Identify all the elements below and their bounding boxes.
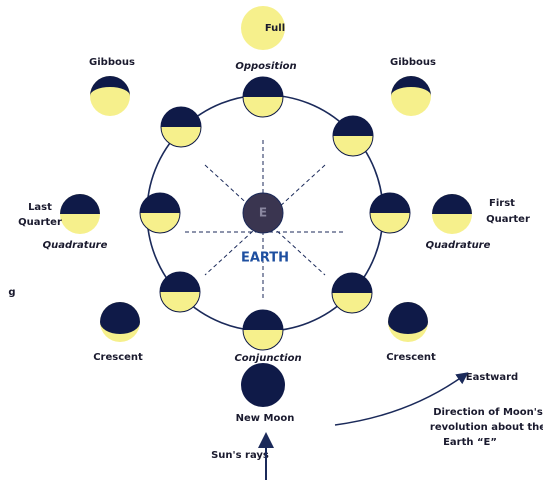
orbit-moon: [332, 115, 374, 157]
orbit-moon: [369, 192, 411, 234]
orbit-moon: [242, 309, 284, 351]
direction-label: Direction of Moon's: [433, 407, 543, 418]
earth: [242, 192, 284, 234]
opposition-label: Opposition: [235, 61, 296, 72]
gibbous-label: Gibbous: [89, 57, 135, 68]
stray-text: g: [8, 287, 15, 298]
phase-moon: [388, 302, 428, 342]
eastward-arrow: [334, 372, 469, 426]
phase-moon: [100, 302, 140, 342]
earth-label: EARTH: [241, 251, 289, 266]
orbit-moon: [242, 76, 284, 118]
crescent-label: Crescent: [386, 352, 436, 363]
phase-moon: [241, 6, 285, 50]
quadrature-label: Quadrature: [426, 240, 491, 251]
direction-label: Earth “E”: [443, 437, 497, 448]
suns-rays-label: Sun's rays: [211, 450, 269, 461]
phase-moon: [391, 76, 431, 116]
orbit-moon: [331, 272, 373, 314]
eastward-label: Eastward: [466, 372, 518, 383]
direction-label: revolution about the: [430, 422, 543, 433]
conjunction-label: Conjunction: [234, 353, 301, 364]
last-quarter-label: Quarter: [18, 217, 62, 228]
first-quarter-label: Quarter: [486, 214, 530, 225]
phase-moon: [60, 194, 100, 234]
new-moon-label: New Moon: [236, 413, 295, 424]
quadrature-label: Quadrature: [43, 240, 108, 251]
phase-moon: [432, 194, 472, 234]
crescent-label: Crescent: [93, 352, 143, 363]
first-quarter-label: First: [489, 198, 515, 209]
earth-letter: E: [259, 206, 267, 220]
orbit-moon: [160, 106, 202, 148]
gibbous-label: Gibbous: [390, 57, 436, 68]
full-label: Full: [265, 23, 285, 34]
orbit-moon: [159, 271, 201, 313]
orbit-moon: [139, 192, 181, 234]
phase-moon: [90, 76, 130, 116]
phase-moon: [241, 363, 285, 407]
last-quarter-label: Last: [28, 202, 52, 213]
